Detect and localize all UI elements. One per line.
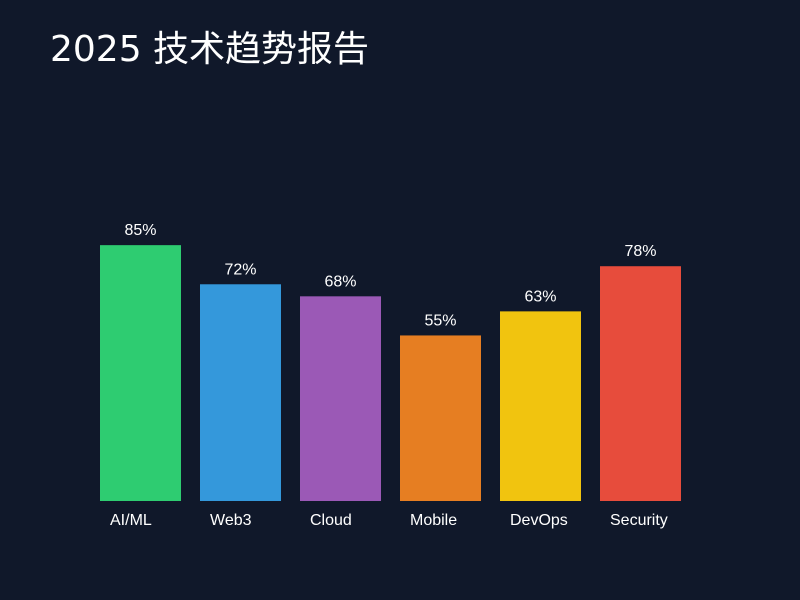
value-label-security: 78% — [624, 243, 656, 260]
value-label-devops: 63% — [524, 288, 556, 305]
bar-mobile — [400, 335, 481, 501]
bar-web3 — [200, 284, 281, 501]
category-label-ai-ml: AI/ML — [110, 512, 152, 529]
bar-security — [600, 266, 681, 501]
bar-ai-ml — [100, 245, 181, 501]
value-label-ai-ml: 85% — [124, 222, 156, 239]
value-label-mobile: 55% — [424, 312, 456, 329]
value-label-cloud: 68% — [324, 273, 356, 290]
chart-title: 2025 技术趋势报告 — [50, 29, 370, 70]
bar-cloud — [300, 296, 381, 501]
value-label-web3: 72% — [224, 261, 256, 278]
bar-devops — [500, 311, 581, 501]
category-label-security: Security — [610, 512, 668, 529]
category-label-devops: DevOps — [510, 512, 568, 529]
category-label-cloud: Cloud — [310, 512, 352, 529]
category-label-web3: Web3 — [210, 512, 252, 529]
category-label-mobile: Mobile — [410, 512, 457, 529]
